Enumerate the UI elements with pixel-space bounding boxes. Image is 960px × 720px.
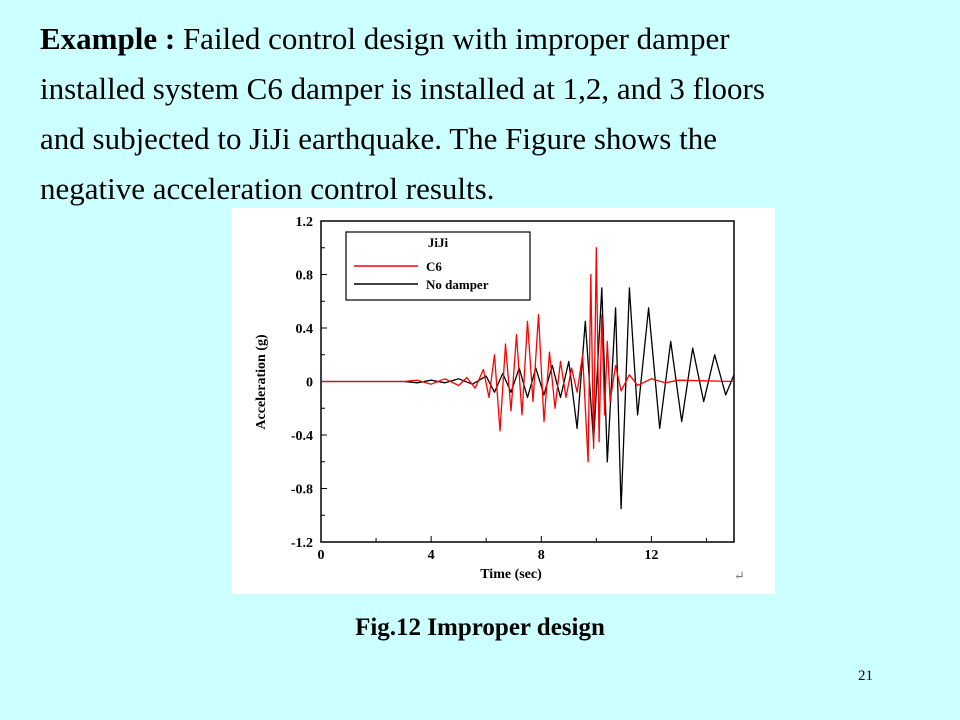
legend-label-c6: C6 <box>426 259 442 274</box>
example-label: Example : <box>40 21 176 56</box>
y-tick-label: 0 <box>306 376 313 391</box>
y-tick-label: -0.8 <box>291 483 313 498</box>
y-tick-label: -1.2 <box>291 536 313 551</box>
x-tick-label: 8 <box>538 548 545 563</box>
legend-label-no-damper: No damper <box>426 277 489 292</box>
x-axis-label: Time (sec) <box>480 567 542 582</box>
series-line-c6 <box>321 247 735 463</box>
acceleration-chart: 0 4 8 12 1.2 0.8 0.4 0 -0.4 -0.8 -1.2 JiJi C6 No dam… <box>254 215 745 583</box>
text-line-1: Example : Failed control design with imp… <box>40 14 930 64</box>
text-line-3: and subjected to JiJi earthquake. The Fi… <box>40 121 717 156</box>
chart-figure: 0 4 8 12 1.2 0.8 0.4 0 -0.4 -0.8 -1.2 JiJi C6 No dam… <box>231 208 775 594</box>
y-tick-label: 0.4 <box>296 322 314 337</box>
return-mark: ↵ <box>734 568 745 583</box>
y-axis-label: Acceleration (g) <box>254 334 269 430</box>
figure-caption: Fig.12 Improper design <box>355 614 605 641</box>
page-number: 21 <box>858 668 873 684</box>
series-line-no-damper <box>321 287 735 510</box>
y-tick-label: 0.8 <box>296 269 314 284</box>
x-tick-label: 0 <box>318 548 325 563</box>
text-line-1-rest: Failed control design with improper damp… <box>182 21 730 56</box>
y-tick-label: -0.4 <box>291 429 313 444</box>
legend-title: JiJi <box>428 235 449 250</box>
text-line-4: negative acceleration control results. <box>40 171 495 206</box>
x-tick-label: 4 <box>428 548 435 563</box>
text-line-2: installed system C6 damper is installed … <box>40 71 765 106</box>
y-tick-label: 1.2 <box>296 215 314 230</box>
x-tick-label: 12 <box>644 548 658 563</box>
slide-text: Example : Failed control design with imp… <box>40 14 930 214</box>
